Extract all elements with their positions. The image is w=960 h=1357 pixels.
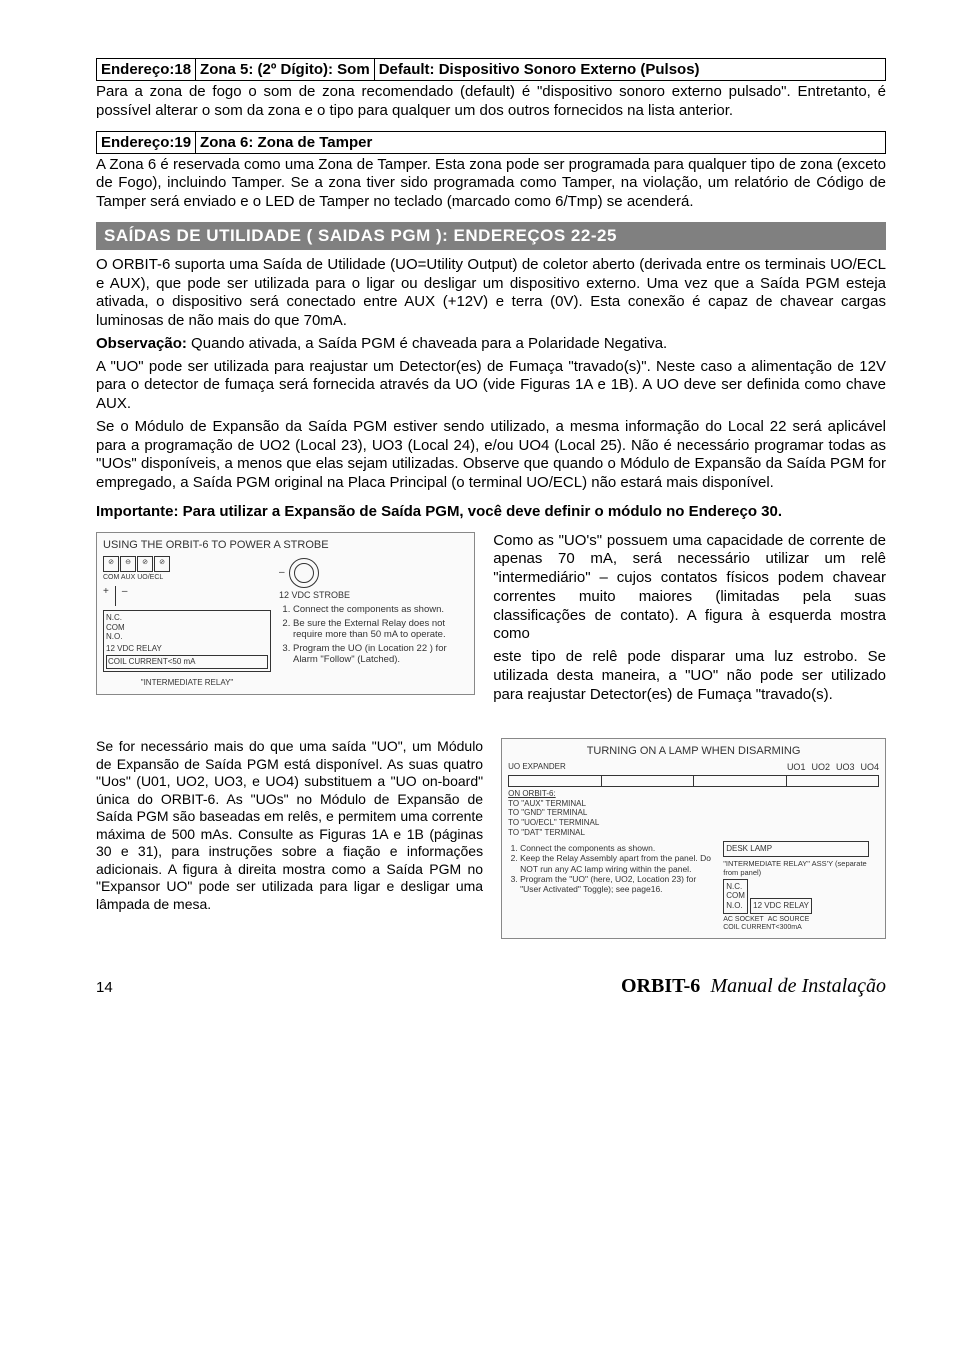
page: Endereço:18 Zona 5: (2º Dígito): Som Def… [0,0,960,1038]
rightcol1-a: Como as "UO's" possuem uma capacidade de… [493,532,886,645]
endereco19-c1: Endereço:19 [97,132,196,153]
diag2-intrelay: "INTERMEDIATE RELAY" ASS'Y (separate fro… [723,859,879,877]
endereco18-header: Endereço:18 Zona 5: (2º Dígito): Som Def… [96,58,886,81]
diag2-wires: TO "AUX" TERMINAL TO "GND" TERMINAL TO "… [508,799,879,837]
diag2-coil: COIL CURRENT<300mA [723,924,879,932]
relay-12vdc: 12 VDC RELAY [106,644,268,654]
pgm-p3: Se o Módulo de Expansão da Saída PGM est… [96,418,886,493]
diag2-acsrc: AC SOURCE [768,916,810,924]
leftcol2-text: Se for necessário mais do que uma saída … [96,738,483,913]
term-icon: ⊖ [120,556,136,572]
diag2-col: TURNING ON A LAMP WHEN DISARMING UO EXPA… [501,738,886,939]
rightcol1: Como as "UO's" possuem uma capacidade de… [493,532,886,715]
diag2-note3: Program the "UO" (here, UO2, Location 23… [520,874,717,894]
page-number: 14 [96,979,113,996]
endereco19-header: Endereço:19 Zona 6: Zona de Tamper [96,131,886,154]
diag2-note2: Keep the Relay Assembly apart from the p… [520,853,717,873]
pgm-p1: O ORBIT-6 suporta uma Saída de Utilidade… [96,256,886,331]
endereco18-c3: Default: Dispositivo Sonoro Externo (Pul… [375,59,885,80]
term-icon: ⊘ [103,556,119,572]
diag1-note1: Connect the components as shown. [293,604,468,615]
diag2-uos: UO1 UO2 UO3 UO4 [787,762,879,773]
diag2-expander: UO EXPANDER [508,762,566,773]
term-icon: ⊘ [137,556,153,572]
endereco18-c1: Endereço:18 [97,59,196,80]
diag2-note1: Connect the components as shown. [520,843,717,853]
relay-box: N.C. COM N.O. 12 VDC RELAY COIL CURRENT<… [103,610,271,672]
footer-title: Manual de Instalação [710,975,886,997]
strobe-label: 12 VDC STROBE [279,590,468,601]
diag2-ac: AC SOCKET [723,916,763,924]
diag1-title: USING THE ORBIT-6 TO POWER A STROBE [103,539,468,552]
section-bar-pgm: SAÍDAS DE UTILIDADE ( SAIDAS PGM ): ENDE… [96,222,886,250]
footer: 14 ORBIT-6 Manual de Instalação [96,975,886,998]
pgm-obs: Observação: Quando ativada, a Saída PGM … [96,335,886,354]
term-icon: ⊘ [154,556,170,572]
diag1-col: USING THE ORBIT-6 TO POWER A STROBE ⊘ ⊖ … [96,532,475,715]
endereco19-c2: Zona 6: Zona de Tamper [196,132,885,153]
pgm-obs-label: Observação: [96,335,187,352]
row-diag2: Se for necessário mais do que uma saída … [96,738,886,939]
footer-right: ORBIT-6 Manual de Instalação [621,975,886,998]
pgm-p2: A "UO" pode ser utilizada para reajustar… [96,358,886,414]
diag1-footer: "INTERMEDIATE RELAY" [103,678,271,688]
diag2-relay: 12 VDC RELAY [750,898,812,914]
relay-com: COM [106,623,268,633]
relay-nc: N.C. [106,613,268,623]
diag1-termsub: COM AUX UO/ECL [103,574,271,582]
diag2-desk: DESK LAMP [726,844,866,854]
diag2-title: TURNING ON A LAMP WHEN DISARMING [508,745,879,758]
diag2-onorbit: ON ORBIT-6: [508,789,879,799]
relay-coil: COIL CURRENT<50 mA [106,655,268,669]
diagram-strobe: USING THE ORBIT-6 TO POWER A STROBE ⊘ ⊖ … [96,532,475,695]
relay-no: N.O. [106,632,268,642]
leftcol2: Se for necessário mais do que uma saída … [96,738,483,939]
diag1-note2: Be sure the External Relay does not requ… [293,618,468,641]
diag1-notes: – 12 VDC STROBE Connect the components a… [279,556,468,688]
strobe-icon [289,558,319,588]
endereco18-c2: Zona 5: (2º Dígito): Som [196,59,375,80]
diag1-note3: Program the UO (in Location 22 ) for Ala… [293,643,468,666]
endereco19-text: A Zona 6 é reservada como uma Zona de Ta… [96,156,886,212]
endereco18-text: Para a zona de fogo o som de zona recome… [96,83,886,121]
row-diag1: USING THE ORBIT-6 TO POWER A STROBE ⊘ ⊖ … [96,532,886,715]
pgm-obs-text: Quando ativada, a Saída PGM é chaveada p… [187,335,667,352]
importante: Importante: Para utilizar a Expansão de … [96,503,886,522]
rightcol1-b: este tipo de relê pode disparar uma luz … [493,648,886,704]
diag1-schematic: ⊘ ⊖ ⊘ ⊘ COM AUX UO/ECL + – N.C. [103,556,271,688]
diagram-lamp: TURNING ON A LAMP WHEN DISARMING UO EXPA… [501,738,886,939]
footer-brand: ORBIT-6 [621,975,700,997]
